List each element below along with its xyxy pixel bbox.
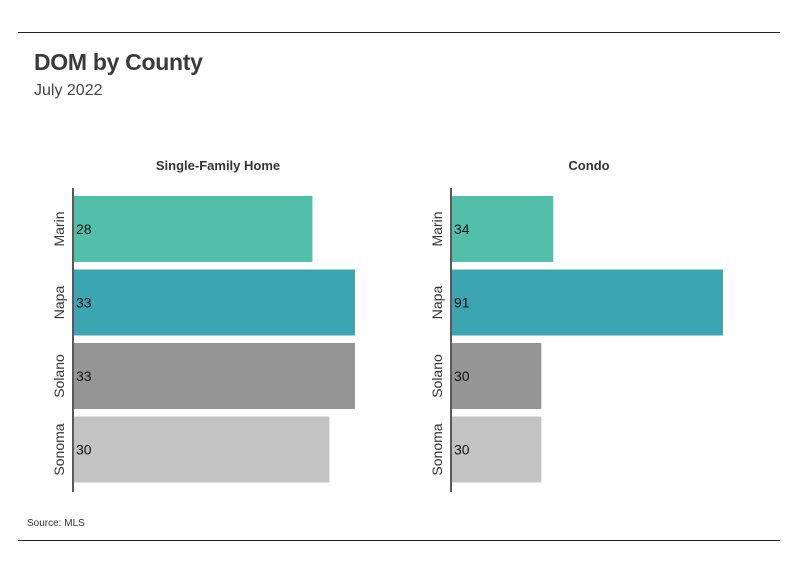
panel-title: Single-Family Home — [156, 158, 280, 173]
bar — [452, 196, 554, 262]
data-label: 30 — [454, 368, 470, 384]
data-label: 30 — [76, 442, 92, 458]
category-label: Napa — [51, 286, 67, 320]
data-label: 30 — [454, 442, 470, 458]
source-note: Source: MLS — [27, 518, 85, 529]
bar — [74, 269, 355, 336]
category-label: Solano — [51, 354, 67, 398]
data-label: 33 — [76, 368, 92, 384]
category-label: Marin — [51, 211, 67, 246]
chart-subtitle: July 2022 — [34, 82, 103, 99]
category-label: Sonoma — [51, 423, 67, 475]
data-label: 34 — [454, 221, 470, 237]
bar — [74, 196, 313, 262]
panel-title: Condo — [568, 158, 609, 173]
bar — [74, 343, 355, 409]
top-rule — [18, 32, 780, 33]
data-label: 91 — [454, 295, 470, 311]
bottom-rule — [18, 540, 780, 541]
data-label: 33 — [76, 295, 92, 311]
bar — [74, 416, 330, 483]
bar — [452, 269, 723, 336]
bar — [452, 343, 542, 409]
data-label: 28 — [76, 221, 92, 237]
category-label: Marin — [429, 211, 445, 246]
bar — [452, 416, 542, 483]
category-label: Sonoma — [429, 423, 445, 475]
category-label: Napa — [429, 286, 445, 320]
category-label: Solano — [429, 354, 445, 398]
chart-title: DOM by County — [34, 49, 203, 75]
